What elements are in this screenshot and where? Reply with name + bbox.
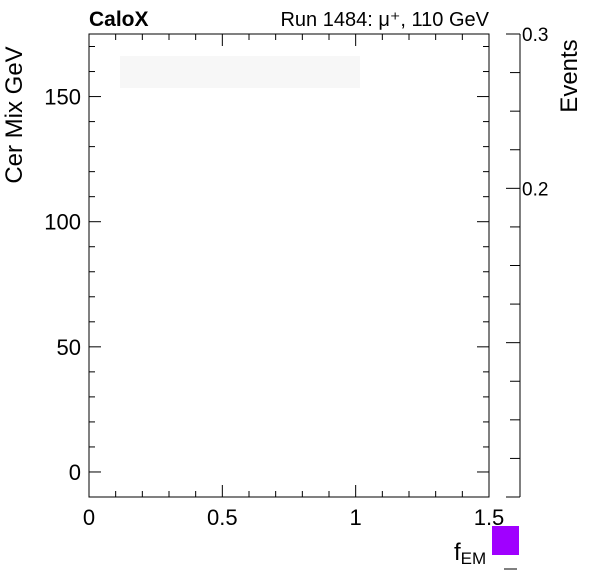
y-tick-label: 50 [57,335,81,360]
y-tick-label: 100 [44,210,81,235]
run-info-label: Run 1484: μ⁺, 110 GeV [280,9,489,31]
palette-swatch [492,526,519,555]
plot-frame [88,33,490,498]
brand-label: CaloX [89,8,149,31]
plot-highlight-band [120,56,360,88]
x-tick-label: 0 [83,505,95,530]
x-axis-title-sub: EM [461,549,487,568]
y-axis-title: Cer Mix GeV [1,46,28,183]
z-axis-title: Events [556,39,583,112]
x-tick-label: 1.5 [474,505,505,530]
z-tick-label: 0.2 [522,179,548,200]
y-tick-label: 0 [69,460,81,485]
y-tick-label: 150 [44,85,81,110]
x-axis-title: fEM [454,539,486,568]
x-tick-label: 0.5 [207,505,238,530]
z-tick-label: 0.3 [522,25,548,46]
x-axis-title-main: f [454,539,461,566]
x-tick-label: 1 [350,505,362,530]
